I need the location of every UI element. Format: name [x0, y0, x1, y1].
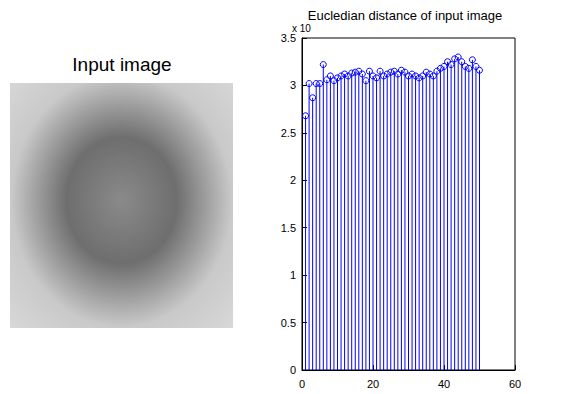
svg-text:2: 2 — [290, 174, 296, 186]
svg-text:0.5: 0.5 — [281, 317, 296, 329]
svg-text:40: 40 — [438, 378, 450, 390]
svg-text:Eucledian distance of input im: Eucledian distance of input image — [308, 8, 502, 23]
html-text:Input image: Input image — [72, 54, 172, 75]
svg-text:60: 60 — [509, 378, 521, 390]
svg-text:0: 0 — [290, 364, 296, 376]
svg-text:3.5: 3.5 — [281, 32, 296, 44]
svg-text:20: 20 — [367, 378, 379, 390]
svg-text:1: 1 — [290, 269, 296, 281]
svg-text:0: 0 — [299, 378, 305, 390]
svg-text:2.5: 2.5 — [281, 127, 296, 139]
svg-text:3: 3 — [290, 79, 296, 91]
svg-text:1.5: 1.5 — [281, 222, 296, 234]
svg-text:x 10: x 10 — [292, 22, 311, 34]
